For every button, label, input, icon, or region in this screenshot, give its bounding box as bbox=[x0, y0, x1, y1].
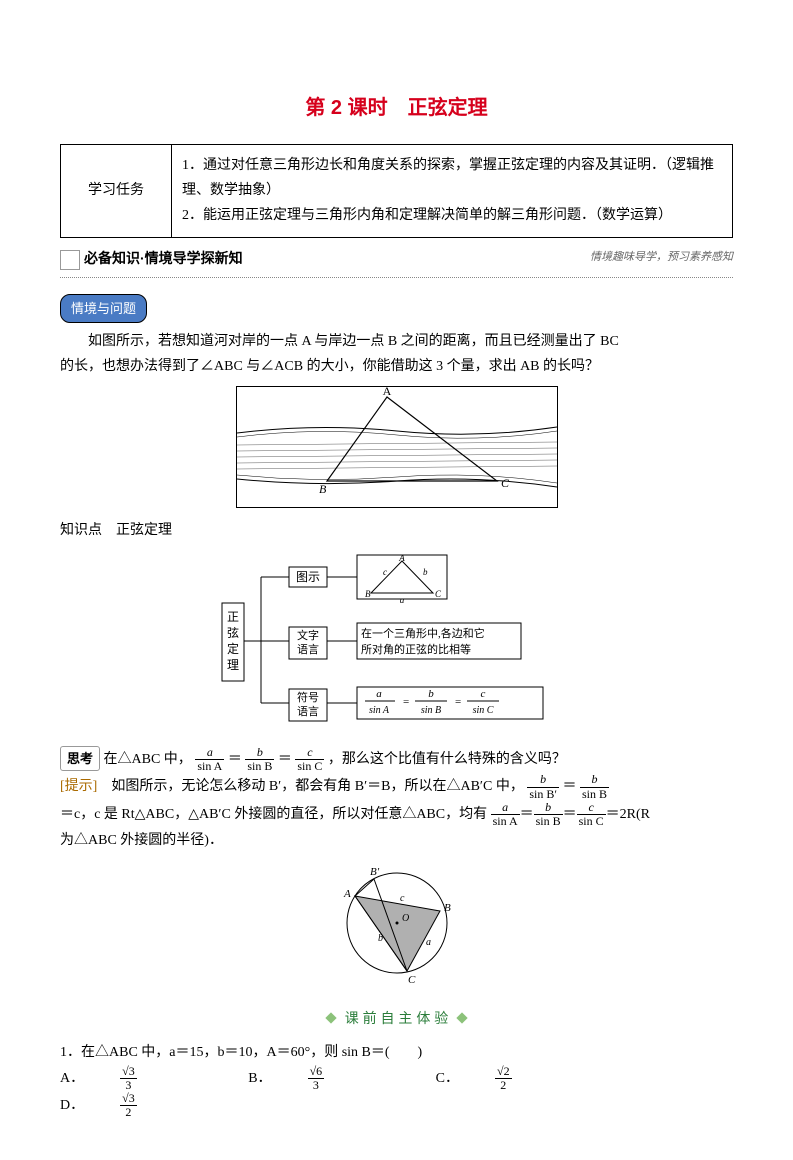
question-1: 1．在△ABC 中，a＝15，b＝10，A＝60°，则 sin B＝( ) bbox=[60, 1040, 733, 1065]
situation-pill: 情境与问题 bbox=[60, 294, 147, 323]
svg-text:a: a bbox=[376, 688, 382, 700]
svg-text:O: O bbox=[402, 913, 409, 924]
banner-icon bbox=[60, 250, 80, 270]
svg-text:C: C bbox=[408, 974, 416, 986]
svg-text:定: 定 bbox=[226, 641, 238, 656]
banner-main-text: 必备知识·情境导学探新知 bbox=[84, 246, 243, 271]
svg-text:b: b bbox=[378, 933, 383, 944]
task-header-cell: 学习任务 bbox=[61, 145, 172, 238]
svg-text:b: b bbox=[428, 688, 434, 700]
svg-text:c: c bbox=[383, 567, 387, 577]
svg-text:C: C bbox=[435, 589, 442, 599]
learning-task-table: 学习任务 1．通过对任意三角形边长和角度关系的探索，掌握正弦定理的内容及其证明．… bbox=[60, 144, 733, 238]
option-c: C．√22 bbox=[436, 1065, 584, 1092]
svg-text:b: b bbox=[423, 567, 428, 577]
think-line: 思考 在△ABC 中， asin A ＝ bsin B ＝ csin C ，那么… bbox=[60, 746, 733, 773]
svg-text:sin B: sin B bbox=[420, 705, 440, 716]
svg-text:正: 正 bbox=[226, 610, 238, 624]
diamond-icon bbox=[325, 1013, 336, 1024]
option-b: B．√63 bbox=[248, 1065, 396, 1092]
knowledge-point: 知识点 正弦定理 bbox=[60, 518, 733, 543]
option-d: D．√32 bbox=[60, 1092, 209, 1119]
circumscribed-circle-figure: O B′ B A C a b c bbox=[322, 861, 472, 1000]
task-item-1: 1．通过对任意三角形边长和角度关系的探索，掌握正弦定理的内容及其证明．（逻辑推理… bbox=[182, 153, 722, 203]
svg-text:B′: B′ bbox=[370, 866, 380, 878]
task-content-cell: 1．通过对任意三角形边长和角度关系的探索，掌握正弦定理的内容及其证明．（逻辑推理… bbox=[172, 145, 733, 238]
situation-p2: 的长，也想办法得到了∠ABC 与∠ACB 的大小，你能借助这 3 个量，求出 A… bbox=[60, 354, 733, 379]
option-a: A．√33 bbox=[60, 1065, 209, 1092]
page-title: 第 2 课时 正弦定理 bbox=[60, 90, 733, 126]
preclass-banner: 课 前 自 主 体 验 bbox=[60, 1006, 733, 1031]
svg-text:B: B bbox=[365, 589, 371, 599]
section-banner: 必备知识·情境导学探新知 情境趣味导学，预习素养感知 bbox=[60, 244, 733, 278]
svg-text:a: a bbox=[399, 595, 404, 605]
svg-text:语言: 语言 bbox=[297, 643, 319, 656]
svg-text:所对角的正弦的比相等: 所对角的正弦的比相等 bbox=[361, 642, 471, 656]
svg-text:在一个三角形中,各边和它: 在一个三角形中,各边和它 bbox=[361, 626, 485, 640]
svg-text:符号: 符号 bbox=[297, 691, 319, 704]
svg-text:理: 理 bbox=[226, 658, 238, 672]
river-figure: A B C bbox=[236, 386, 558, 508]
think-label: 思考 bbox=[60, 746, 100, 771]
task-item-2: 2．能运用正弦定理与三角形内角和定理解决简单的解三角形问题．（数学运算） bbox=[182, 203, 722, 228]
svg-text:c: c bbox=[400, 893, 405, 904]
svg-text:文字: 文字 bbox=[297, 628, 319, 642]
svg-text:A: A bbox=[343, 888, 351, 900]
svg-text:a: a bbox=[426, 937, 431, 948]
hint-label: [提示] bbox=[60, 779, 97, 794]
svg-text:c: c bbox=[480, 688, 485, 700]
svg-text:弦: 弦 bbox=[226, 625, 238, 640]
svg-text:A: A bbox=[382, 387, 391, 398]
hint-line1: [提示] 如图所示，无论怎么移动 B′，都会有角 B′＝B，所以在△AB′C 中… bbox=[60, 773, 733, 800]
svg-text:语言: 语言 bbox=[297, 705, 319, 718]
svg-text:sin C: sin C bbox=[472, 705, 493, 716]
banner-right-text: 情境趣味导学，预习素养感知 bbox=[590, 248, 733, 268]
diamond-icon bbox=[456, 1013, 467, 1024]
svg-text:=: = bbox=[403, 696, 409, 708]
svg-text:sin A: sin A bbox=[368, 705, 389, 716]
question-1-options: A．√33 B．√63 C．√22 D．√32 bbox=[60, 1065, 733, 1120]
situation-p1: 如图所示，若想知道河对岸的一点 A 与岸边一点 B 之间的距离，而且已经测量出了… bbox=[60, 329, 733, 354]
svg-text:=: = bbox=[455, 696, 461, 708]
svg-text:B: B bbox=[444, 902, 451, 914]
think-lead: 在△ABC 中， bbox=[104, 752, 192, 767]
hint-line3: 为△ABC 外接圆的半径)． bbox=[60, 828, 733, 853]
svg-text:B: B bbox=[319, 482, 327, 496]
sine-theorem-diagram: 正 弦 定 理 图示 A B C c b a 文字 语言 在一个三角形中 bbox=[217, 553, 577, 732]
svg-text:C: C bbox=[501, 476, 510, 490]
svg-text:图示: 图示 bbox=[295, 570, 319, 584]
hint-line2: ＝c，c 是 Rt△ABC，△AB′C 外接圆的直径，所以对任意△ABC，均有 … bbox=[60, 801, 733, 828]
think-tail: ，那么这个比值有什么特殊的含义吗？ bbox=[328, 752, 566, 767]
svg-text:A: A bbox=[398, 553, 405, 563]
